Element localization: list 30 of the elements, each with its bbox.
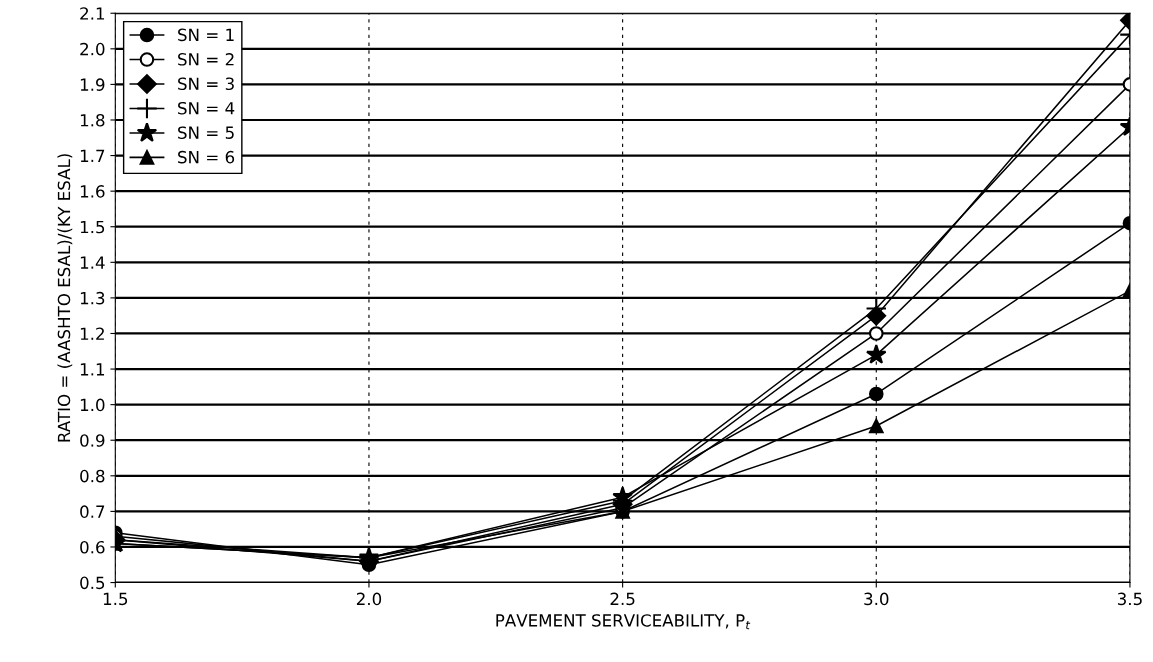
y-tick-label: 1.7 xyxy=(80,149,105,162)
x-tick-label: 2.5 xyxy=(610,592,635,606)
legend-label: SN = 4 xyxy=(178,101,235,115)
legend-label: SN = 3 xyxy=(178,77,234,91)
y-tick-label: 1.9 xyxy=(80,78,105,91)
legend-label: SN = 1 xyxy=(178,28,234,42)
x-tick-label: 1.5 xyxy=(103,592,128,606)
legend-label: SN = 5 xyxy=(178,126,234,139)
y-tick-label: 2.0 xyxy=(80,42,105,56)
y-tick-label: 1.8 xyxy=(80,113,105,127)
y-tick-label: 1.4 xyxy=(80,256,105,269)
y-tick-label: 0.8 xyxy=(80,469,105,483)
x-tick-label: 2.0 xyxy=(356,592,382,606)
y-tick-label: 0.7 xyxy=(80,505,105,518)
y-tick-label: 1.5 xyxy=(80,220,105,234)
y-tick-label: 1.0 xyxy=(80,398,105,412)
y-tick-label: 2.1 xyxy=(80,7,105,20)
y-axis-title: RATIO = (AASHTO ESAL)/(KY ESAL) xyxy=(57,154,73,442)
x-tick-label: 3.5 xyxy=(1117,592,1142,606)
y-tick-label: 0.6 xyxy=(80,540,105,554)
x-axis-title: PAVEMENT SERVICEABILITY, P$_{t}$ xyxy=(496,614,751,630)
y-tick-label: 1.6 xyxy=(80,185,105,198)
y-tick-label: 0.5 xyxy=(80,576,105,590)
legend-label: SN = 6 xyxy=(178,150,235,164)
y-tick-label: 1.3 xyxy=(80,291,105,305)
y-tick-label: 1.2 xyxy=(80,327,104,340)
legend-label: SN = 2 xyxy=(178,53,234,66)
y-tick-label: 0.9 xyxy=(80,434,105,447)
y-tick-label: 1.1 xyxy=(80,363,105,376)
x-tick-label: 3.0 xyxy=(864,592,889,606)
